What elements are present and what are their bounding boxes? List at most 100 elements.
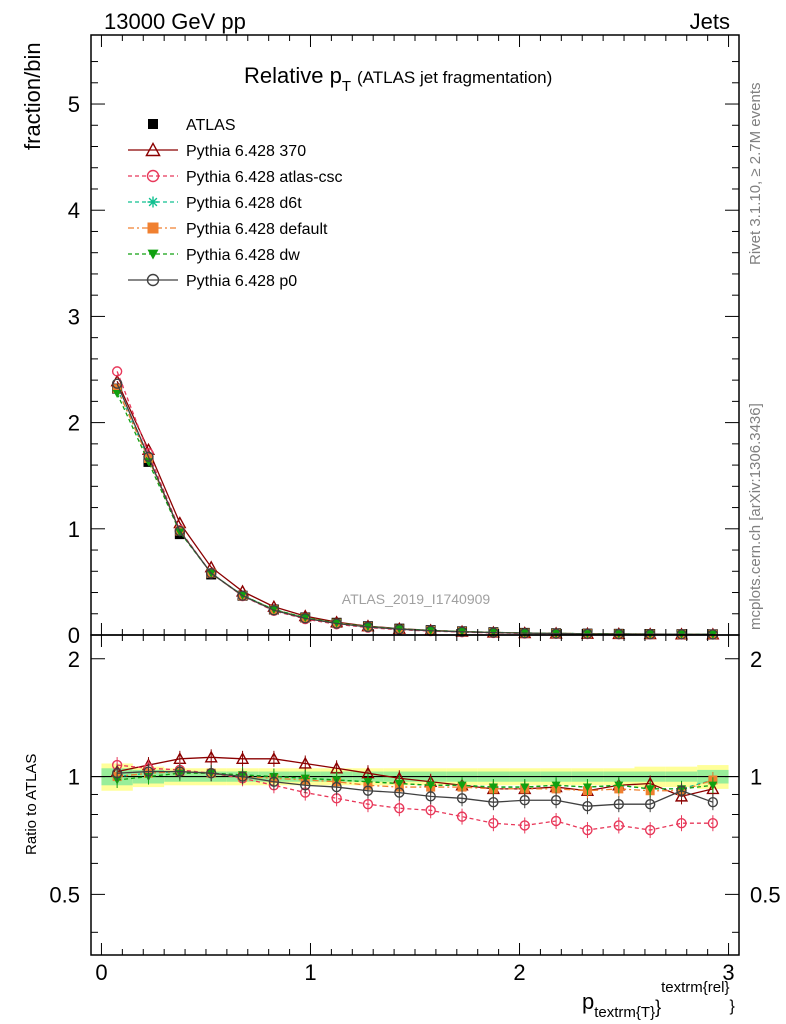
legend-label: Pythia 6.428 d6t (186, 195, 302, 212)
ratio-series-point (582, 824, 593, 836)
ratio-series-point (613, 798, 625, 810)
legend-marker (145, 141, 161, 157)
ratio-series-point (235, 751, 250, 765)
series-point (550, 628, 562, 639)
header-jets-label: Jets (690, 9, 730, 34)
ratio-series-point (363, 778, 373, 787)
ratio-series-point (426, 781, 436, 790)
ratio-series-point (237, 771, 248, 782)
series-point (488, 627, 499, 638)
ratio-y-axis-label: Ratio to ATLAS (23, 754, 40, 855)
ratio-series-point (456, 793, 468, 804)
series-point (112, 389, 122, 399)
ratio-series-point (550, 795, 562, 806)
ratio-series-point (267, 751, 281, 765)
y-tick-label: 2 (68, 411, 80, 436)
ratio-series-point (520, 783, 530, 792)
y-tick-label: 5 (68, 92, 80, 117)
legend-marker (148, 119, 158, 129)
x-axis-label-sup: textrm{rel} (661, 979, 729, 996)
legend-label: Pythia 6.428 default (186, 221, 328, 238)
ratio-series-point (644, 824, 656, 836)
x-tick-label: 3 (722, 960, 734, 985)
ratio-series-point (645, 785, 655, 794)
header-energy-label: 13000 GeV pp (104, 9, 246, 34)
ratio-series-point (268, 776, 280, 787)
series-point (613, 628, 625, 640)
ratio-series-point (614, 781, 624, 790)
ratio-series-point (708, 781, 718, 790)
series-point (394, 624, 405, 635)
y-tick-label: 1 (68, 517, 80, 542)
legend-marker (147, 222, 159, 234)
ratio-series-point (111, 768, 123, 779)
chart-title-sub: T (342, 78, 351, 95)
y-tick-label: 0 (68, 623, 80, 648)
x-axis-label-brace: } (655, 997, 661, 1017)
ratio-series-point (519, 820, 530, 831)
x-tick-label: 0 (95, 960, 107, 985)
legend-entry: ATLAS (148, 117, 236, 134)
ratio-series-point (425, 805, 436, 816)
ratio-series-point (331, 781, 342, 793)
ratio-series-point (300, 780, 311, 791)
chart-title: Relative pT (ATLAS jet fragmentation) (244, 63, 552, 95)
ratio-series-point (582, 801, 593, 812)
ratio-series-6 (111, 763, 719, 815)
ratio-series-point (394, 779, 404, 789)
series-point (237, 590, 248, 601)
ratio-series-point (519, 795, 530, 806)
ratio-series-point (204, 750, 218, 763)
rivet-label: Rivet 3.1.10, ≥ 2.7M events (747, 83, 764, 266)
ratio-series-point (706, 782, 720, 795)
ratio-series-point (674, 789, 689, 802)
legend-label: Pythia 6.428 p0 (186, 273, 297, 290)
x-tick-label: 1 (304, 960, 316, 985)
series-point (331, 618, 342, 629)
ratio-series-point (707, 797, 719, 808)
legend-marker (147, 196, 159, 208)
ratio-y-tick-label: 0.5 (49, 882, 80, 907)
legend-label: Pythia 6.428 dw (186, 247, 300, 264)
mcplots-label: mcplots.cern.ch [arXiv:1306.3436] (747, 403, 764, 630)
legend-entry: Pythia 6.428 default (128, 221, 328, 238)
series-point (644, 628, 656, 640)
ratio-frame (90, 634, 740, 956)
ratio-series-point (707, 818, 719, 829)
legend-marker (147, 249, 159, 260)
ratio-panel: 0 1 2 3 0.5 0.5 1 1 2 2 (49, 634, 781, 985)
ratio-series-point (551, 781, 561, 790)
x-axis-label: ptextrm{T}}textrm{rel}} (582, 979, 735, 1021)
analysis-watermark: ATLAS_2019_I1740909 (342, 591, 491, 607)
legend-entry: Pythia 6.428 p0 (128, 273, 297, 290)
legend-entry: Pythia 6.428 atlas-csc (128, 169, 343, 186)
legend-entry: Pythia 6.428 dw (128, 247, 300, 264)
ratio-series-point (174, 766, 186, 777)
ratio-series-point (394, 787, 405, 798)
ratio-y-tick-label-right: 0.5 (750, 882, 781, 907)
x-tick-label: 2 (513, 960, 525, 985)
series-point (143, 451, 154, 462)
ratio-series-point (298, 756, 312, 769)
ratio-y-tick-label: 1 (68, 765, 80, 790)
chart-title-rest: (ATLAS jet fragmentation) (357, 68, 552, 87)
legend-label: Pythia 6.428 370 (186, 143, 306, 160)
series-point (111, 366, 123, 377)
series-point (582, 628, 593, 640)
legend-entry: Pythia 6.428 d6t (128, 195, 302, 212)
ratio-series-line (117, 770, 714, 807)
ratio-series-point (613, 820, 625, 831)
legend-entry: Pythia 6.428 370 (128, 141, 306, 160)
legend-marker (146, 273, 160, 287)
series-point (456, 626, 468, 638)
series-point (174, 525, 186, 537)
series-point (362, 621, 374, 633)
ratio-series-point (676, 785, 687, 796)
series-point (268, 605, 280, 616)
ratio-series-point (362, 785, 374, 796)
ratio-series-point (582, 783, 592, 792)
series-point (175, 528, 185, 537)
ratio-series-point (488, 818, 499, 829)
legend-label: ATLAS (186, 117, 236, 134)
ratio-series-point (425, 791, 436, 802)
